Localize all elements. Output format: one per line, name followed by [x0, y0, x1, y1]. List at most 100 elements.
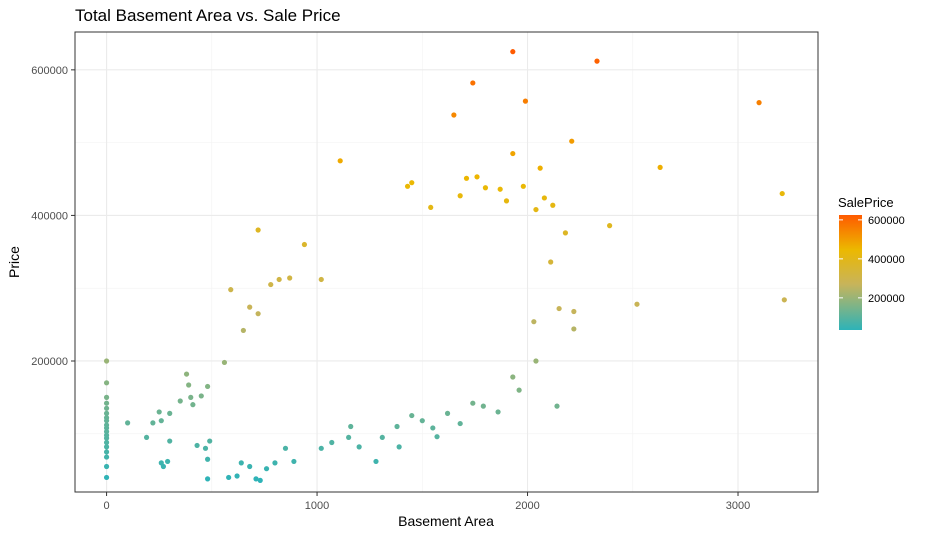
scatter-point [238, 460, 244, 466]
scatter-point [186, 382, 192, 388]
scatter-point [160, 463, 167, 470]
scatter-point [276, 276, 282, 283]
scatter-point [428, 204, 434, 211]
scatter-point [103, 428, 110, 435]
scatter-point [103, 400, 110, 406]
scatter-point [150, 420, 156, 426]
scatter-point [531, 319, 537, 325]
scatter-point [228, 287, 234, 293]
scatter-point [329, 439, 335, 446]
scatter-point [318, 445, 324, 451]
scatter-point [268, 281, 274, 288]
scatter-point [594, 58, 600, 64]
legend-tick-label: 400000 [868, 254, 905, 266]
scatter-point [198, 393, 204, 399]
scatter-point [255, 227, 261, 233]
scatter-point [569, 138, 575, 144]
scatter-point [781, 297, 787, 303]
scatter-point [282, 445, 289, 451]
axis-ticks: 0 1000 2000 3000 200000 400000 600000 [31, 65, 750, 512]
scatter-point [247, 304, 253, 310]
scatter-point [143, 434, 150, 441]
scatter-point [103, 474, 110, 481]
scatter-point [103, 454, 110, 460]
x-tick-label: 2000 [515, 500, 539, 512]
scatter-point [247, 463, 253, 470]
scatter-point [554, 403, 560, 409]
scatter-point [541, 195, 547, 201]
scatter-point [156, 409, 162, 415]
scatter-point [263, 466, 270, 472]
scatter-point [103, 439, 110, 446]
scatter-point [463, 175, 470, 181]
scatter-point [205, 383, 211, 390]
scatter-point [103, 444, 110, 450]
legend-tick-label: 200000 [868, 293, 905, 305]
scatter-point [205, 456, 211, 462]
scatter-point [503, 198, 510, 204]
scatter-point [183, 371, 190, 377]
scatter-point [457, 193, 463, 199]
scatter-point [444, 410, 451, 416]
legend-ticks: 200000 400000 600000 [839, 215, 905, 305]
plot-panel [75, 32, 818, 492]
x-tick-label: 1000 [305, 500, 329, 512]
scatter-point [301, 241, 308, 248]
y-tick-label: 600000 [31, 65, 68, 77]
scatter-point [356, 444, 362, 450]
scatter-point [103, 358, 110, 364]
scatter-point [470, 400, 476, 406]
scatter-point [657, 164, 663, 170]
scatter-point [550, 202, 556, 208]
scatter-point [167, 438, 173, 444]
scatter-point [779, 190, 785, 197]
scatter-point [571, 326, 577, 332]
scatter-point [234, 473, 240, 479]
grid-lines [75, 32, 818, 492]
scatter-point [533, 358, 539, 364]
scatter-point [291, 458, 297, 465]
scatter-point [103, 394, 110, 400]
scatter-point [125, 420, 131, 426]
scatter-point [240, 327, 246, 334]
legend-title: SalePrice [838, 195, 894, 210]
scatter-point [207, 438, 213, 444]
scatter-point [205, 476, 211, 482]
scatter-point [396, 444, 402, 450]
scatter-point [516, 387, 522, 393]
scatter-point [520, 183, 526, 189]
scatter-point [253, 476, 259, 482]
scatter-point [480, 403, 486, 409]
scatter-point [419, 418, 425, 424]
scatter-point [434, 434, 440, 440]
scatter-point [379, 434, 385, 441]
scatter-point [188, 394, 194, 400]
scatter-point [103, 380, 110, 386]
scatter-point [510, 150, 516, 157]
scatter-point [404, 183, 411, 189]
scatter-point [103, 449, 110, 455]
scatter-point [226, 474, 232, 481]
y-tick-label: 400000 [31, 210, 68, 222]
y-tick-label: 200000 [31, 356, 68, 368]
scatter-point [548, 259, 554, 265]
scatter-point [337, 158, 343, 164]
x-tick-label: 3000 [726, 500, 750, 512]
scatter-point [482, 185, 489, 191]
scatter-point [103, 463, 110, 470]
scatter-point [556, 305, 562, 312]
scatter-point [103, 410, 110, 416]
scatter-point [409, 180, 415, 186]
scatter-point [158, 418, 164, 424]
scatter-point [103, 435, 110, 441]
scatter-point [257, 477, 263, 483]
scatter-point [571, 308, 577, 315]
scatter-point [634, 301, 640, 307]
legend: SalePrice 200000 400000 600000 [838, 195, 905, 330]
scatter-point [318, 276, 324, 283]
scatter-point [202, 445, 209, 451]
scatter-point [177, 398, 183, 404]
scatter-point [510, 49, 516, 55]
scatter-point [103, 425, 110, 431]
